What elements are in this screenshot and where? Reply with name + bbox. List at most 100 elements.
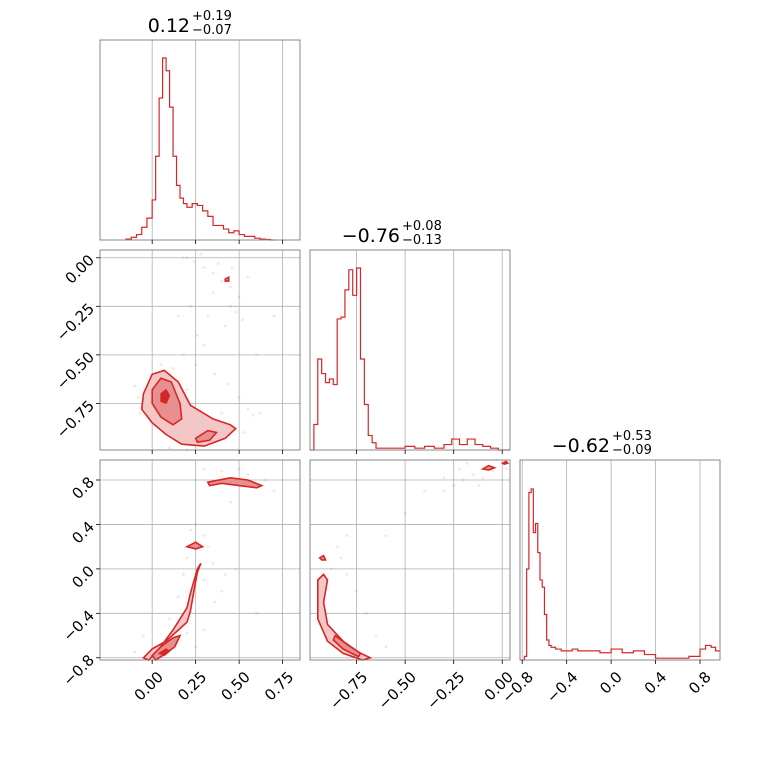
scatter-point xyxy=(182,573,185,576)
scatter-point xyxy=(202,467,206,471)
scatter-point xyxy=(246,407,250,411)
scatter-point xyxy=(182,353,185,357)
scatter-point xyxy=(255,353,258,357)
contour-middle xyxy=(184,541,205,550)
scatter-point xyxy=(220,589,224,593)
scatter-point xyxy=(185,556,189,560)
contour-middle xyxy=(332,634,362,658)
y-tick-label: 0.00 xyxy=(62,251,98,287)
x-tick-label: 0.50 xyxy=(218,668,254,704)
x-tick-label: −0.4 xyxy=(543,668,581,706)
panel-grid xyxy=(521,460,701,660)
panel-title-value: −0.76 xyxy=(342,225,400,247)
scatter-point xyxy=(234,310,238,314)
scatter-point xyxy=(237,396,241,399)
panel-grid xyxy=(356,250,503,450)
scatter-point xyxy=(355,589,359,593)
scatter-point xyxy=(168,446,171,450)
scatter-point xyxy=(471,473,475,476)
panel-grid xyxy=(151,40,284,240)
panel-frame xyxy=(99,39,301,241)
contour-core xyxy=(157,648,171,657)
x-tick-label: −0.75 xyxy=(326,668,371,713)
x-tick-label: 0.0 xyxy=(596,668,626,698)
scatter-point xyxy=(481,476,485,480)
scatter-point xyxy=(189,304,192,308)
scatter-point xyxy=(223,324,227,328)
histogram-line xyxy=(520,488,720,661)
scatter-point xyxy=(199,252,203,256)
contour-middle xyxy=(206,476,264,489)
scatter-point xyxy=(138,411,142,415)
scatter-point xyxy=(477,484,481,487)
scatter-point xyxy=(136,396,140,399)
scatter-point xyxy=(345,573,349,576)
scatter-point xyxy=(242,431,246,434)
contour-outer xyxy=(142,562,202,661)
panel-title-upper: +0.08 xyxy=(402,219,442,234)
y-tick-label: 0.0 xyxy=(68,562,98,592)
scatter-point xyxy=(272,314,276,318)
scatter-point xyxy=(213,600,217,604)
x-tick-label: 0.25 xyxy=(174,668,210,704)
panel-frame xyxy=(99,459,301,661)
scatter-point xyxy=(202,628,206,632)
panel-grid xyxy=(310,460,510,660)
scatter-point xyxy=(176,595,180,599)
scatter-point xyxy=(229,285,232,289)
scatter-point xyxy=(329,567,333,571)
scatter-point xyxy=(258,411,262,415)
scatter-point xyxy=(216,262,220,265)
scatter-point xyxy=(195,334,199,337)
scatter-point xyxy=(194,523,198,526)
y-tick-label: −0.8 xyxy=(60,651,98,689)
scatter-point xyxy=(182,256,185,260)
scatter-point xyxy=(458,467,461,471)
y-tick-label: 0.8 xyxy=(68,473,98,503)
y-tick-label: −0.50 xyxy=(53,348,98,393)
panel-frame xyxy=(309,249,511,451)
scatter-point xyxy=(220,279,224,283)
panel-title-lower: −0.13 xyxy=(402,233,442,248)
scatter-point xyxy=(133,650,137,654)
x-tick-label: −0.50 xyxy=(375,668,420,713)
panel-frame xyxy=(99,249,301,451)
scatter-point xyxy=(504,467,508,471)
scatter-point xyxy=(171,367,175,370)
scatter-point xyxy=(272,489,276,493)
scatter-point xyxy=(251,413,255,417)
scatter-point xyxy=(229,500,232,504)
panel-grid xyxy=(100,250,300,450)
scatter-point xyxy=(211,271,215,275)
scatter-point xyxy=(194,645,198,649)
scatter-point xyxy=(202,343,206,347)
panel-grid xyxy=(100,460,300,660)
scatter-point xyxy=(384,534,388,537)
scatter-point xyxy=(246,473,250,476)
y-tick-label: −0.4 xyxy=(60,607,98,645)
y-tick-label: −0.25 xyxy=(53,300,98,345)
panel-frame xyxy=(519,459,721,661)
y-tick-label: 0.4 xyxy=(68,518,98,548)
scatter-point xyxy=(423,489,426,493)
x-tick-label: 0.8 xyxy=(685,668,715,698)
scatter-point xyxy=(255,611,258,615)
y-tick-label: −0.75 xyxy=(53,397,98,442)
scatter-point xyxy=(185,256,189,260)
panel-frame xyxy=(309,459,511,661)
scatter-point xyxy=(403,511,407,515)
scatter-point xyxy=(237,467,241,471)
contour-middle xyxy=(480,464,497,471)
x-tick-label: 0.75 xyxy=(261,668,297,704)
scatter-point xyxy=(220,469,224,473)
contour-middle xyxy=(194,429,219,444)
scatter-point xyxy=(211,291,215,295)
scatter-point xyxy=(237,295,241,299)
scatter-point xyxy=(345,534,349,537)
scatter-point xyxy=(442,476,446,480)
scatter-point xyxy=(220,411,224,415)
histogram-line xyxy=(310,267,510,451)
contour-middle xyxy=(318,554,327,561)
scatter-point xyxy=(206,545,210,549)
